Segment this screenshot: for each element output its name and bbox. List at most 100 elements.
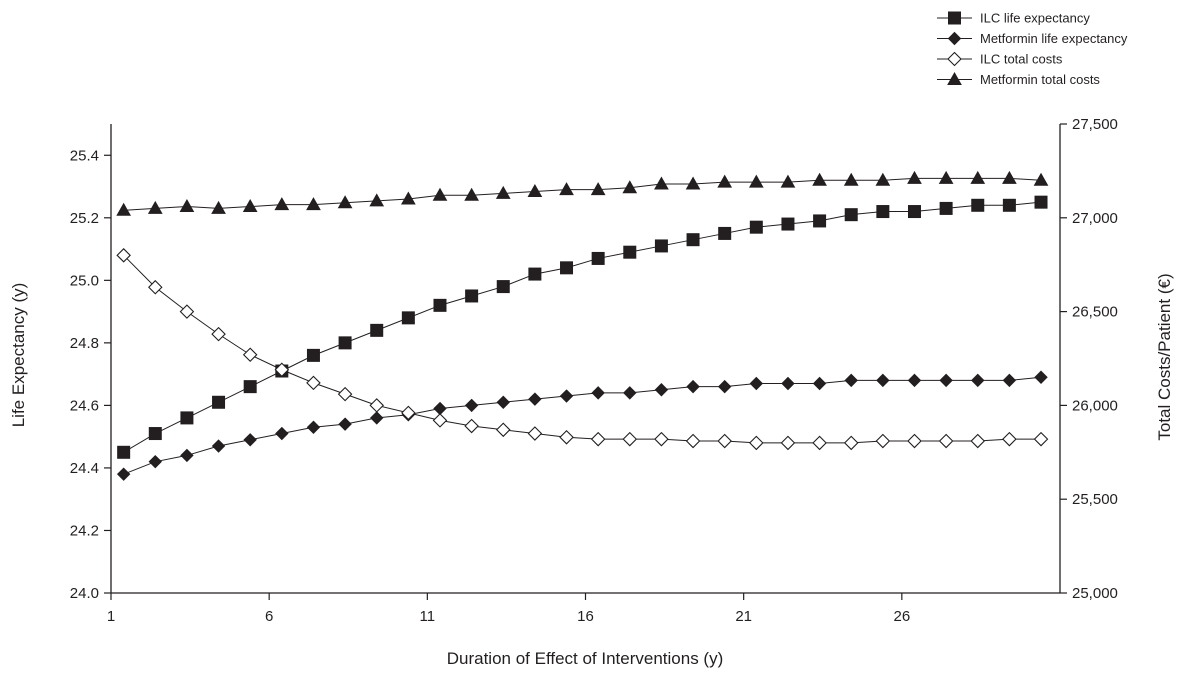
legend-label: ILC total costs — [980, 52, 1063, 67]
data-point — [464, 418, 479, 434]
data-point — [337, 386, 353, 402]
series-line — [123, 376, 1042, 475]
data-point — [338, 417, 352, 431]
data-point — [875, 433, 891, 449]
data-point — [496, 395, 510, 409]
data-point — [590, 182, 606, 196]
data-point — [939, 201, 953, 215]
data-point — [749, 220, 763, 234]
left-y-tick-label: 25.4 — [70, 147, 99, 164]
data-point — [1002, 373, 1017, 388]
series-line — [123, 254, 1042, 444]
legend-marker — [948, 11, 961, 25]
data-point — [876, 205, 890, 219]
data-point — [242, 347, 258, 363]
data-point — [875, 172, 891, 186]
data-point — [938, 433, 954, 449]
data-point — [337, 195, 353, 209]
data-point — [559, 182, 574, 196]
data-point — [780, 174, 796, 188]
data-point — [1002, 431, 1017, 447]
legend-item: ILC life expectancy — [937, 11, 1090, 26]
x-tick-label: 6 — [265, 608, 273, 625]
data-point — [306, 197, 321, 211]
data-point — [907, 373, 922, 388]
series-ilc-total-costs — [116, 248, 1049, 451]
data-point — [1034, 370, 1048, 384]
data-point — [180, 448, 194, 463]
left-y-axis-title: Life Expectancy (y) — [9, 283, 28, 428]
data-point — [654, 431, 669, 447]
series-layer — [116, 170, 1049, 481]
data-point — [717, 174, 733, 188]
data-point — [590, 431, 606, 447]
right-y-tick-label: 25,000 — [1072, 585, 1118, 602]
data-point — [781, 217, 795, 231]
left-y-tick-label: 24.6 — [70, 397, 99, 414]
data-point — [623, 245, 637, 259]
data-point — [306, 375, 321, 391]
data-point — [1002, 198, 1016, 212]
left-y-tick-label: 25.0 — [70, 272, 99, 289]
right-y-tick-label: 27,500 — [1072, 116, 1118, 133]
data-point — [528, 267, 542, 281]
data-point — [528, 392, 542, 406]
data-point — [748, 174, 764, 188]
left-y-tick-label: 24.8 — [70, 335, 99, 352]
right-y-tick-label: 26,000 — [1072, 397, 1118, 414]
data-point — [717, 433, 732, 449]
legend-marker — [947, 31, 962, 46]
legend-label: ILC life expectancy — [980, 11, 1090, 26]
x-tick-label: 16 — [577, 608, 594, 625]
legend-label: Metformin total costs — [980, 72, 1100, 87]
data-point — [274, 362, 290, 378]
data-point — [812, 172, 827, 186]
data-point — [400, 191, 416, 205]
data-point — [496, 280, 510, 294]
data-point — [338, 336, 352, 350]
data-point — [212, 395, 226, 409]
axes: 24.0 24.2 24.4 24.6 24.8 25.0 25.2 25.4 25,000 25… — [70, 116, 1118, 625]
data-point — [1033, 431, 1049, 447]
left-y-tick-label: 24.2 — [70, 522, 99, 539]
x-tick-label: 21 — [735, 608, 752, 625]
data-point — [907, 170, 922, 184]
data-point — [559, 389, 574, 403]
data-point — [370, 411, 384, 425]
data-point — [654, 383, 669, 397]
data-point — [780, 435, 796, 451]
data-point — [622, 431, 638, 447]
data-point — [274, 197, 290, 211]
right-y-tick-label: 26,500 — [1072, 304, 1118, 321]
legend-item: Metformin total costs — [937, 71, 1100, 87]
data-point — [813, 214, 827, 228]
data-point — [812, 376, 827, 391]
data-point — [117, 445, 131, 459]
data-point — [116, 467, 131, 481]
data-point — [560, 261, 574, 275]
data-point — [211, 326, 226, 342]
x-tick-label: 26 — [893, 608, 910, 625]
data-point — [495, 185, 511, 199]
data-point — [844, 373, 858, 388]
legend-item: ILC total costs — [937, 52, 1063, 67]
data-point — [275, 426, 289, 441]
data-point — [843, 172, 859, 186]
data-point — [654, 239, 668, 253]
data-point — [938, 170, 954, 184]
data-point — [527, 426, 543, 441]
data-point — [623, 386, 637, 400]
data-point — [781, 376, 795, 391]
data-point — [717, 379, 732, 394]
data-point — [369, 193, 385, 207]
data-point — [812, 435, 827, 451]
right-y-tick-label: 27,000 — [1072, 210, 1118, 227]
left-y-tick-label: 24.4 — [70, 460, 99, 477]
right-y-tick-label: 25,500 — [1072, 491, 1118, 508]
data-point — [432, 187, 448, 201]
data-point — [685, 433, 701, 449]
data-point — [749, 435, 764, 451]
data-point — [843, 435, 859, 451]
data-point — [1033, 172, 1049, 186]
